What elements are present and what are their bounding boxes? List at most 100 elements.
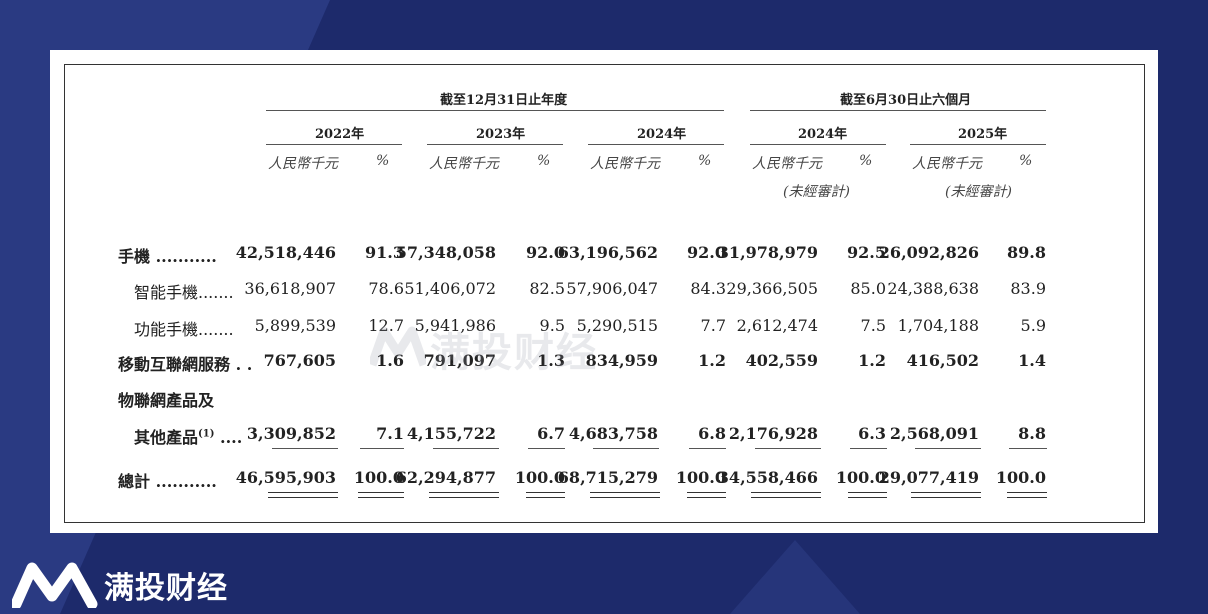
year-rule — [427, 144, 563, 145]
cell-percent: 89.8 — [1007, 243, 1046, 262]
unit-header: 人民幣千元 — [752, 156, 822, 172]
cell-percent: 91.3 — [365, 243, 404, 262]
cell-value: 5,941,986 — [414, 316, 496, 335]
cell-value: 834,959 — [585, 351, 658, 370]
total-double-rule — [429, 492, 499, 498]
table-frame — [64, 64, 1145, 523]
percent-header: % — [1019, 153, 1033, 169]
total-double-rule — [751, 492, 821, 498]
cell-value: 24,388,638 — [887, 279, 979, 298]
row-label-other-products: 其他產品(1) .... — [134, 428, 243, 447]
cell-value: 5,899,539 — [254, 316, 336, 335]
cell-value: 29,366,505 — [726, 279, 818, 298]
total-double-rule — [590, 492, 660, 498]
year-header-2025-h1: 2025年 — [958, 127, 1008, 142]
unit-header: 人民幣千元 — [429, 156, 499, 172]
year-rule — [266, 144, 402, 145]
year-header-2022: 2022年 — [315, 127, 365, 142]
group-header-six-months: 截至6月30日止六個月 — [840, 93, 972, 108]
year-rule — [588, 144, 724, 145]
cell-value: 5,290,515 — [576, 316, 658, 335]
total-double-rule — [526, 492, 565, 498]
cell-value: 29,077,419 — [878, 468, 979, 487]
row-label-smartphones: 智能手機....... — [134, 283, 234, 302]
cell-value: 1,704,188 — [897, 316, 979, 335]
cell-value: 2,612,474 — [736, 316, 818, 335]
cell-value: 2,176,928 — [728, 424, 818, 443]
subtotal-rule — [1009, 448, 1047, 449]
cell-percent: 7.1 — [376, 424, 404, 443]
subtotal-rule — [433, 448, 499, 449]
cell-percent: 12.7 — [368, 316, 404, 335]
watermark-text: 满投财经 — [430, 330, 598, 376]
footnote-marker: (1) — [198, 428, 215, 440]
cell-percent: 7.7 — [700, 316, 726, 335]
year-header-2024-h1: 2024年 — [798, 127, 848, 142]
unit-header: 人民幣千元 — [590, 156, 660, 172]
cell-value: 416,502 — [906, 351, 979, 370]
cell-percent: 78.6 — [368, 279, 404, 298]
cell-percent: 5.9 — [1020, 316, 1046, 335]
cell-percent: 8.8 — [1018, 424, 1046, 443]
cell-value: 63,196,562 — [557, 243, 658, 262]
cell-value: 4,683,758 — [568, 424, 658, 443]
cell-percent: 6.8 — [698, 424, 726, 443]
cell-value: 402,559 — [745, 351, 818, 370]
percent-header: % — [698, 153, 712, 169]
unit-header: 人民幣千元 — [912, 156, 982, 172]
cell-percent: 84.3 — [690, 279, 726, 298]
year-rule — [910, 144, 1046, 145]
cell-percent: 9.5 — [539, 316, 565, 335]
watermark-logo-icon — [370, 326, 426, 367]
cell-percent: 100.0 — [995, 468, 1046, 487]
cell-percent: 83.9 — [1010, 279, 1046, 298]
percent-header: % — [537, 153, 551, 169]
total-double-rule — [1007, 492, 1047, 498]
group-rule-fiscal-year — [266, 110, 724, 111]
row-label-total: 總計 ........... — [118, 472, 217, 491]
cell-value: 42,518,446 — [235, 243, 336, 262]
cell-value: 767,605 — [263, 351, 336, 370]
cell-percent: 100.0 — [675, 468, 726, 487]
row-label-phones: 手機 ........... — [118, 247, 217, 266]
cell-value: 46,595,903 — [235, 468, 336, 487]
cell-percent: 1.3 — [537, 351, 565, 370]
subtotal-rule — [850, 448, 887, 449]
subtotal-rule — [915, 448, 981, 449]
subtotal-rule — [689, 448, 726, 449]
cell-value: 2,568,091 — [889, 424, 979, 443]
total-double-rule — [911, 492, 981, 498]
cell-value: 34,558,466 — [717, 468, 818, 487]
cell-percent: 92.0 — [526, 243, 565, 262]
document-panel: 截至12月31日止年度 截至6月30日止六個月 2022年 2023年 2024… — [50, 50, 1158, 533]
row-label-mobile-internet-services: 移動互聯網服務 . . — [118, 355, 253, 374]
total-double-rule — [358, 492, 404, 498]
group-header-fiscal-year: 截至12月31日止年度 — [440, 93, 568, 108]
unaudited-note: (未經審計) — [783, 184, 850, 200]
cell-percent: 1.2 — [698, 351, 726, 370]
row-label-iot-products: 物聯網產品及 — [118, 391, 215, 410]
cell-percent: 7.5 — [860, 316, 886, 335]
cell-percent: 100.0 — [353, 468, 404, 487]
subtotal-rule — [593, 448, 659, 449]
cell-value: 57,906,047 — [566, 279, 658, 298]
cell-percent: 100.0 — [514, 468, 565, 487]
year-rule — [750, 144, 886, 145]
row-label-feature-phones: 功能手機....... — [134, 320, 234, 339]
percent-header: % — [376, 153, 390, 169]
cell-percent: 92.5 — [847, 243, 886, 262]
cell-percent: 1.4 — [1018, 351, 1046, 370]
cell-value: 3,309,852 — [246, 424, 336, 443]
cell-value: 4,155,722 — [406, 424, 496, 443]
background-triangle — [730, 540, 860, 614]
cell-value: 51,406,072 — [404, 279, 496, 298]
cell-percent: 6.7 — [537, 424, 565, 443]
cell-percent: 92.0 — [687, 243, 726, 262]
cell-value: 31,978,979 — [717, 243, 818, 262]
cell-percent: 100.0 — [835, 468, 886, 487]
cell-percent: 82.5 — [529, 279, 565, 298]
subtotal-rule — [528, 448, 565, 449]
cell-value: 791,097 — [423, 351, 496, 370]
group-rule-six-months — [750, 110, 1046, 111]
cell-value: 26,092,826 — [878, 243, 979, 262]
